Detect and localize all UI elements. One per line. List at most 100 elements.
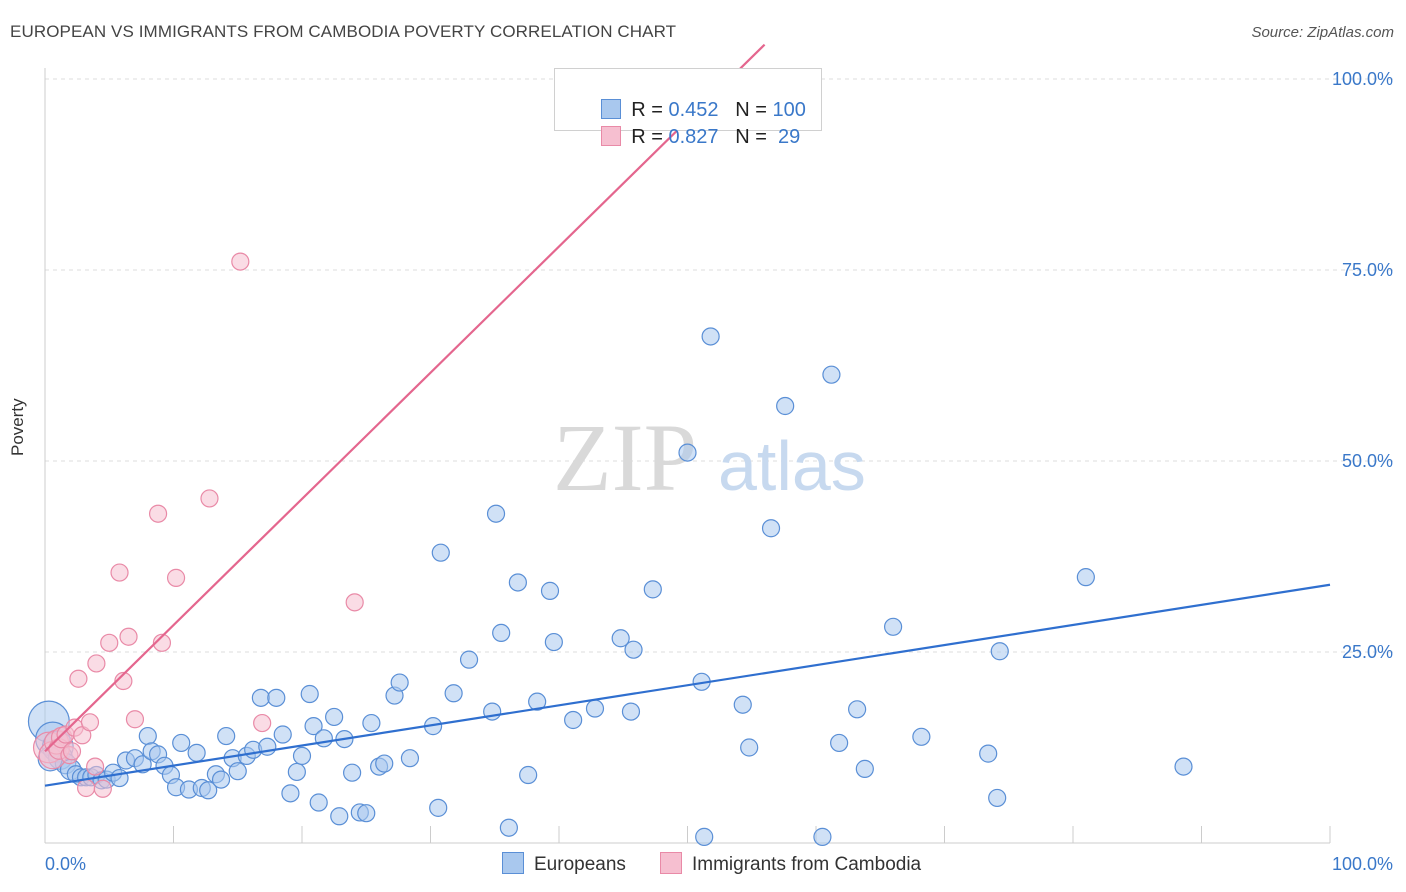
data-point	[375, 754, 394, 773]
data-point	[362, 713, 381, 733]
data-point	[761, 519, 781, 538]
data-point	[883, 617, 903, 636]
data-point	[287, 762, 306, 782]
data-point	[830, 733, 849, 753]
data-point	[309, 793, 328, 812]
data-point	[624, 640, 643, 659]
data-point	[429, 798, 448, 817]
legend-n-label: N =	[735, 126, 773, 148]
data-point	[544, 632, 563, 652]
legend-r-label: R =	[631, 99, 669, 121]
data-point	[990, 642, 1009, 661]
trend-lines	[44, 43, 1331, 787]
legend-europeans: Europeans	[502, 852, 626, 876]
data-point	[345, 593, 364, 612]
data-point	[138, 726, 157, 746]
data-point	[152, 633, 172, 652]
data-point	[125, 710, 145, 729]
data-point	[390, 673, 409, 692]
data-point	[80, 713, 100, 732]
data-point	[77, 778, 96, 798]
legend-r-value: 0.452	[668, 99, 719, 121]
tick-labels: 25.0% 50.0% 75.0% 100.0% 0.0% 100.0%	[45, 69, 1393, 874]
data-point	[776, 396, 795, 416]
legend-swatch-cambodia	[660, 852, 682, 874]
data-point	[304, 717, 323, 736]
data-point	[187, 743, 206, 762]
data-point	[740, 738, 759, 757]
data-point	[822, 365, 841, 384]
data-point	[585, 699, 605, 718]
data-point	[69, 669, 88, 688]
data-point	[300, 684, 319, 704]
data-point	[813, 827, 832, 846]
data-point	[133, 755, 152, 774]
legend-r-value: 0.827	[668, 126, 719, 148]
data-point	[148, 504, 168, 523]
data-point	[251, 688, 270, 707]
data-point	[119, 627, 138, 646]
stats-legend: R = 0.452 N = 100 R = 0.827 N = 29	[554, 68, 822, 148]
data-point	[93, 779, 112, 798]
data-point	[988, 788, 1007, 808]
data-point	[253, 713, 272, 733]
data-point	[678, 443, 697, 462]
data-point	[431, 543, 450, 562]
trend-line-europeans	[44, 583, 1331, 787]
grid-lines	[45, 78, 1395, 653]
legend-n-label: N =	[735, 99, 773, 121]
cambodia-points	[32, 69, 763, 798]
data-point	[540, 581, 560, 600]
legend-row-europeans: R = 0.452 N = 100	[579, 76, 806, 121]
x-tick-label: 0.0%	[45, 854, 86, 874]
y-tick-label: 25.0%	[1342, 642, 1393, 662]
data-point	[486, 504, 506, 523]
legend-label-cambodia: Immigrants from Cambodia	[692, 854, 922, 875]
data-point	[100, 633, 119, 652]
data-point	[87, 654, 106, 673]
data-point	[199, 781, 218, 800]
legend-label-europeans: Europeans	[534, 854, 626, 875]
data-point	[492, 623, 511, 643]
data-point	[912, 727, 931, 746]
legend-cambodia: Immigrants from Cambodia	[660, 852, 921, 876]
data-point	[444, 684, 463, 703]
data-point	[733, 695, 752, 714]
legend-swatch-europeans	[502, 852, 524, 874]
data-point	[701, 327, 720, 346]
chart-title: EUROPEAN VS IMMIGRANTS FROM CAMBODIA POV…	[10, 22, 677, 41]
data-point	[643, 580, 662, 599]
europeans-points	[27, 327, 1193, 846]
data-point	[611, 629, 630, 648]
x-tick-label: 100.0%	[1332, 854, 1393, 874]
data-point	[228, 762, 247, 781]
data-point	[621, 702, 641, 721]
data-point	[166, 568, 186, 587]
y-tick-label: 100.0%	[1332, 69, 1393, 89]
data-point	[281, 784, 300, 803]
data-point	[86, 757, 105, 776]
legend-n-value: 100	[772, 99, 806, 121]
data-point	[855, 759, 874, 778]
trend-line-cambodia	[44, 43, 766, 753]
data-point	[400, 749, 420, 768]
data-point	[114, 671, 133, 691]
data-point	[325, 707, 344, 727]
legend-n-value: 29	[772, 126, 801, 148]
data-point	[292, 746, 312, 766]
y-tick-label: 75.0%	[1342, 260, 1393, 280]
data-point	[564, 710, 583, 730]
data-point	[499, 818, 518, 837]
data-point	[1076, 568, 1095, 587]
data-point	[1174, 757, 1193, 776]
data-point	[314, 729, 333, 748]
data-point	[211, 770, 231, 789]
data-point	[273, 725, 292, 744]
data-point	[508, 573, 527, 592]
data-point	[217, 726, 236, 746]
data-point	[979, 744, 998, 763]
data-point	[343, 763, 362, 782]
watermark-zip: ZIP	[553, 404, 697, 511]
data-point	[200, 489, 219, 508]
